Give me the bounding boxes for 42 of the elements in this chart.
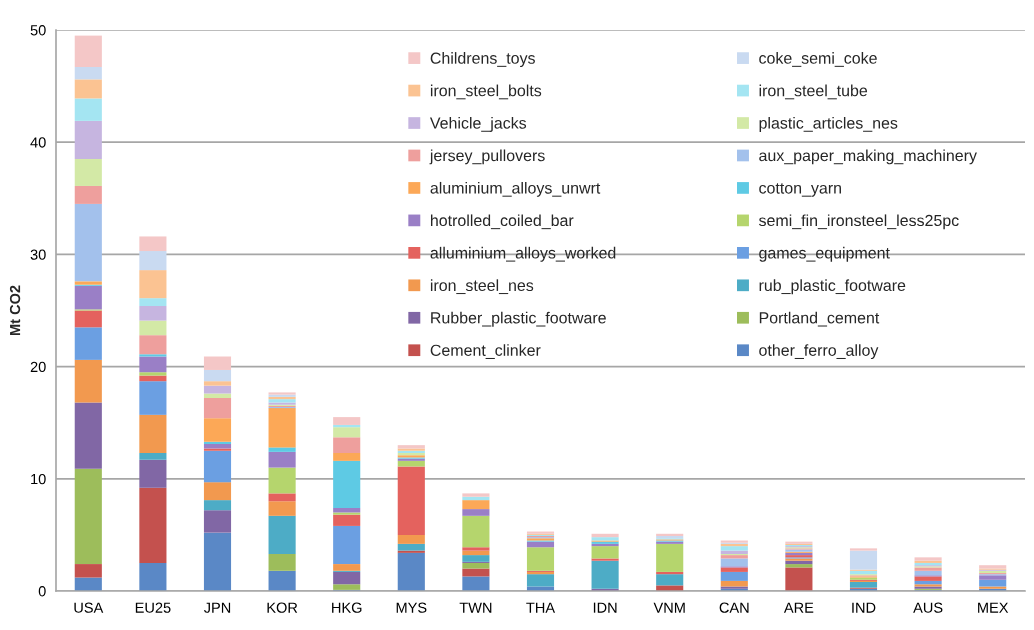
x-tick-label: ARE: [783, 602, 814, 613]
x-tick-label: MEX: [978, 602, 1009, 613]
x-tick-label: EU25: [135, 602, 171, 613]
legend-label: Vehicle_jacks: [429, 117, 527, 132]
legend-label: plastic_articles_nes: [759, 117, 898, 132]
x-tick-label: IDN: [593, 602, 617, 613]
legend-label: Rubber_plastic_footware: [431, 311, 606, 327]
x-tick-label: CAN: [719, 602, 749, 613]
x-tick-label: HKG: [332, 602, 362, 613]
legend-label: semi_fin_ironsteel_less25pc: [758, 214, 959, 230]
legend-label: hotrolled_coiled_bar: [430, 214, 574, 230]
legend-label: jersey_pullovers: [429, 149, 545, 165]
legend-label: coke_semi_coke: [759, 52, 877, 67]
legend-label: iron_steel_bolts: [430, 84, 542, 100]
legend-label: iron_steel_tube: [759, 84, 868, 100]
legend-label: Childrens_toys: [430, 52, 535, 67]
y-tick-label: 0: [38, 586, 46, 597]
legend-label: alluminium_alloys_worked: [430, 246, 616, 262]
y-tick-label: 40: [30, 137, 46, 148]
y-tick-label: 30: [30, 249, 46, 260]
legend-label: aux_paper_making_machinery: [759, 149, 977, 165]
x-tick-label: USA: [74, 602, 104, 613]
legend-label: Portland_cement: [759, 311, 880, 327]
x-tick-label: KOR: [267, 602, 298, 613]
x-tick-label: JPN: [203, 602, 231, 613]
legend-label: other_ferro_alloy: [759, 344, 879, 360]
x-tick-label: MYS: [396, 602, 427, 613]
x-tick-label: VNM: [653, 602, 685, 613]
x-tick-label: THA: [526, 602, 556, 613]
legend-label: aluminium_alloys_unwrt: [430, 181, 601, 197]
y-tick-label: 10: [31, 473, 46, 485]
x-tick-label: IND: [852, 602, 876, 613]
y-tick-label: 20: [30, 361, 46, 373]
y-axis-title: Mt CO2: [9, 285, 21, 336]
legend-label: Cement_clinker: [430, 344, 541, 359]
x-tick-label: AUS: [913, 602, 943, 613]
y-tick-label: 50: [30, 25, 46, 36]
legend-label: games_equipment: [759, 246, 890, 262]
legend-label: rub_plastic_footware: [759, 279, 906, 295]
legend-label: cotton_yarn: [759, 183, 841, 197]
legend-label: iron_steel_nes: [430, 279, 534, 295]
x-tick-label: TWN: [459, 602, 492, 613]
